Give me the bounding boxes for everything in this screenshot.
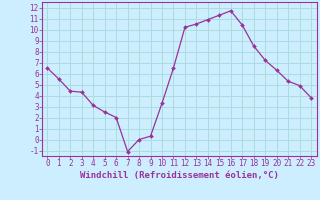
X-axis label: Windchill (Refroidissement éolien,°C): Windchill (Refroidissement éolien,°C) — [80, 171, 279, 180]
